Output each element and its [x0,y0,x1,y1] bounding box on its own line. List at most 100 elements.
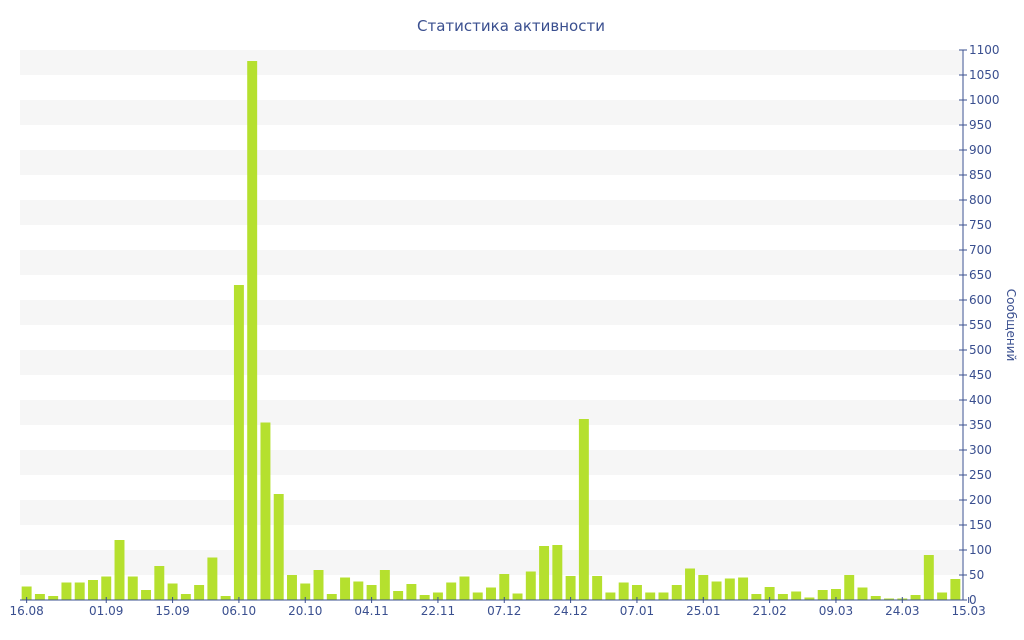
y-tick-label: 300 [969,443,992,457]
y-tick-label: 450 [969,368,992,382]
bar [220,596,231,600]
y-tick-label: 800 [969,193,992,207]
grid-bands [20,50,962,575]
bar [114,540,125,600]
bar [180,594,191,600]
bar [817,590,828,600]
y-tick-label: 1100 [969,43,1000,57]
bar [393,591,404,600]
x-tick-label: 09.03 [819,604,853,618]
y-tick-label: 550 [969,318,992,332]
bar [366,585,377,600]
bar [340,577,351,600]
y-tick-label: 200 [969,493,992,507]
bar [950,579,961,600]
bar [247,61,258,600]
bar [830,589,841,600]
bars [21,61,961,600]
bar [711,581,722,600]
bar [48,596,59,600]
y-tick-label: 250 [969,468,992,482]
x-tick-label: 22.11 [421,604,455,618]
x-tick-label: 20.10 [288,604,322,618]
bar [141,590,152,600]
y-tick-label: 650 [969,268,992,282]
bar [791,591,802,600]
grid-band [20,150,962,175]
y-tick-label: 750 [969,218,992,232]
bar [857,587,868,600]
bar [685,568,695,600]
grid-band [20,400,962,425]
x-tick-label: 01.09 [89,604,123,618]
bar [406,584,417,600]
y-axis-title: Сообщений [1004,289,1018,362]
bar [777,594,788,600]
x-tick-label: 15.03 [951,604,985,618]
bar [101,576,112,600]
grid-band [20,250,962,275]
bar [233,285,244,600]
bar [260,422,271,600]
x-tick-label: 07.12 [487,604,521,618]
x-tick-label: 24.03 [885,604,919,618]
grid-band [20,500,962,525]
bar [738,577,749,600]
bar [937,592,948,600]
bar [618,582,629,600]
grid-band [20,300,962,325]
bar [884,598,895,600]
x-tick-label: 16.08 [9,604,43,618]
grid-band [20,50,962,75]
x-tick-label: 21.02 [752,604,786,618]
bar [539,546,550,600]
bar [844,575,855,600]
x-tick-label: 15.09 [155,604,189,618]
x-axis: 16.08 01.09 15.09 06.10 20.10 04.11 22.11 07.12… [9,597,986,618]
bar [326,594,337,600]
bar [578,419,589,600]
x-tick-label: 25.01 [686,604,720,618]
grid-band [20,550,962,575]
bar [353,581,364,600]
bar [645,592,656,600]
bar [273,494,284,600]
y-tick-label: 50 [969,568,984,582]
bar [671,585,682,600]
bar [446,582,457,600]
bar [61,582,72,600]
bar [432,592,443,600]
bar [379,570,390,600]
bar [300,583,311,600]
x-tick-label: 07.01 [620,604,654,618]
bar [605,592,616,600]
grid-band [20,100,962,125]
bar [167,583,178,600]
bar [592,576,603,600]
chart-title: Статистика активности [417,17,605,35]
bar [724,578,735,600]
y-axis: 0 50 100 150 200 250 300 350 400 450 500 550 600 650 7… [959,43,1000,607]
bar [472,592,483,600]
bar [764,587,775,600]
bar [751,594,762,600]
bar [127,576,138,600]
bar [21,586,32,600]
y-tick-label: 900 [969,143,992,157]
y-tick-label: 1050 [969,68,1000,82]
bar [870,596,881,600]
bar [804,597,815,600]
bar [207,557,218,600]
y-tick-label: 950 [969,118,992,132]
grid-band [20,350,962,375]
bar [512,593,523,600]
bar [698,575,709,600]
x-tick-label: 04.11 [354,604,388,618]
grid-band [20,450,962,475]
bar [499,574,510,600]
y-tick-label: 100 [969,543,992,557]
bar [552,545,563,600]
bar [486,587,496,600]
